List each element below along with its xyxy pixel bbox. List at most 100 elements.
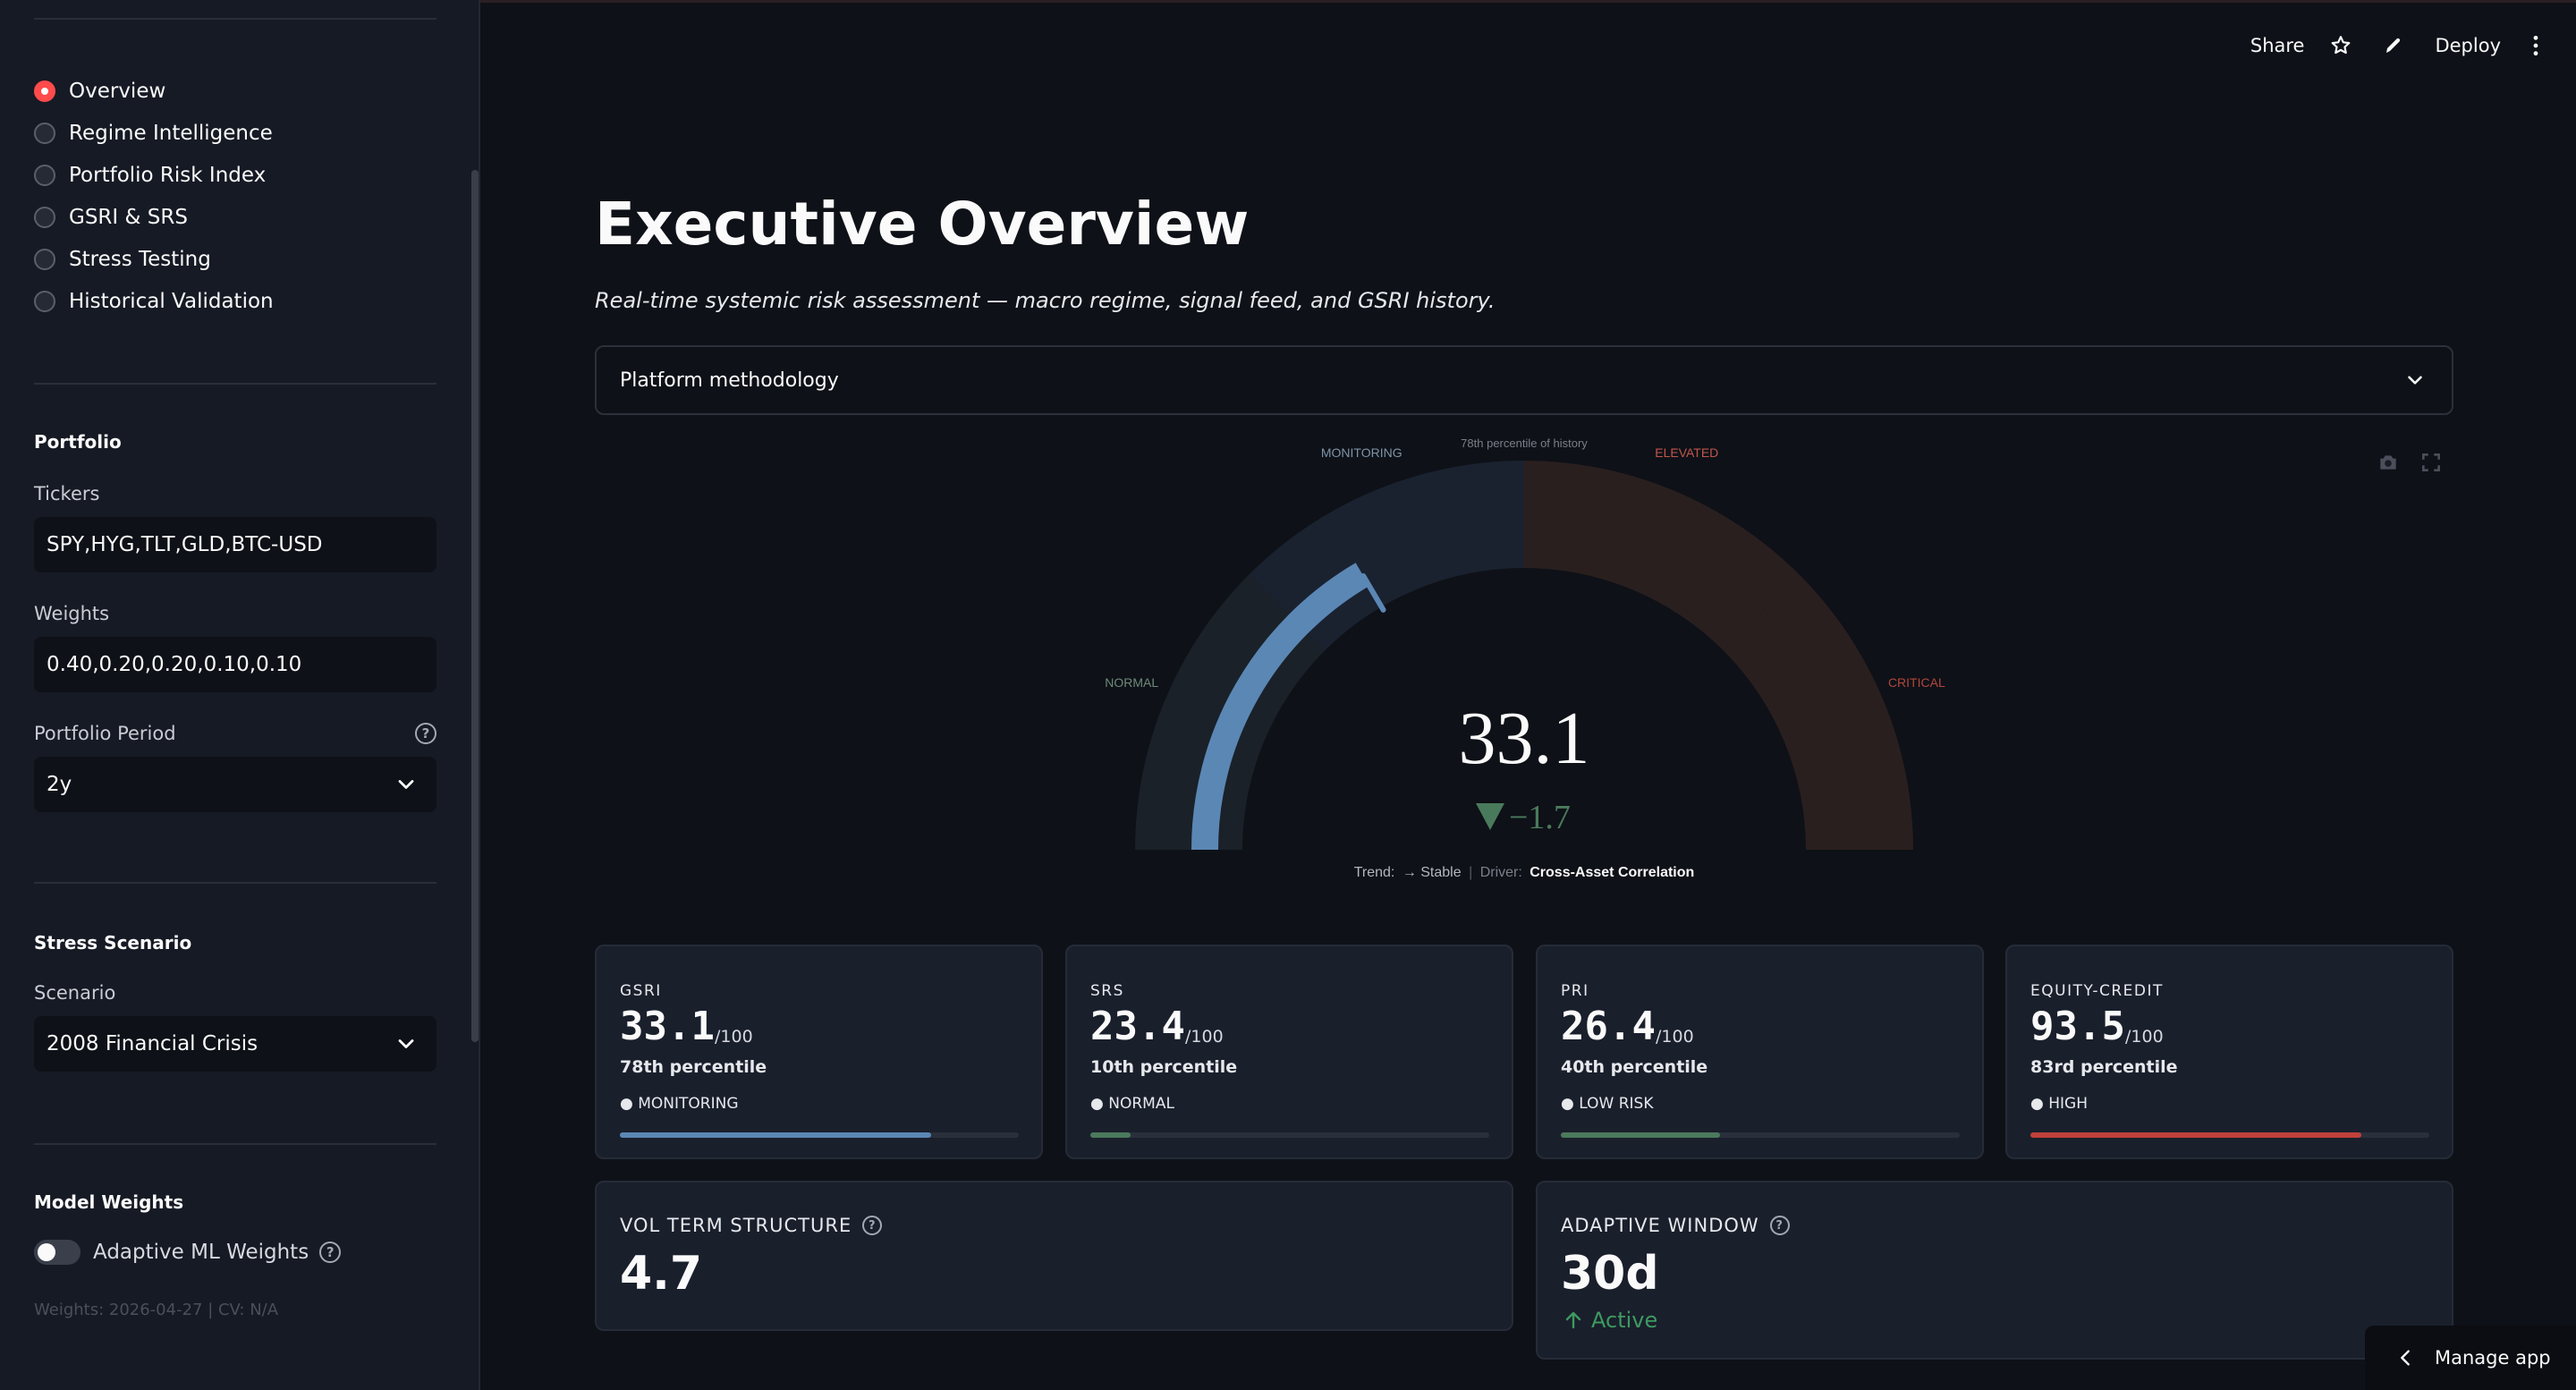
help-icon[interactable]: ?: [415, 723, 436, 744]
metric-max: /100: [1185, 1027, 1224, 1047]
sidebar-scrollbar[interactable]: [471, 170, 479, 1042]
star-icon: [2332, 36, 2351, 55]
metric-label: GSRI: [620, 982, 662, 1000]
metric-percentile: 40th percentile: [1561, 1057, 1708, 1077]
nav-item-portfolio-risk-index[interactable]: Portfolio Risk Index: [34, 154, 274, 196]
scenario-label: Scenario: [34, 982, 116, 1004]
metric-value: 26.4: [1561, 1004, 1656, 1049]
weights-note: Weights: 2026-04-27 | CV: N/A: [34, 1301, 279, 1319]
gauge-zone-label: ELEVATED: [1655, 445, 1718, 460]
metric-progress-track: [620, 1132, 1019, 1138]
gauge-svg: NORMAL MONITORING ELEVATED CRITICAL 78th pe…: [1105, 436, 1945, 880]
gauge-zone-label: NORMAL: [1105, 675, 1158, 690]
top-accent-line: [0, 0, 2576, 3]
star-button[interactable]: [2329, 34, 2352, 57]
chart-toolbar: [2377, 451, 2443, 474]
scenario-select[interactable]: 2008 Financial Crisis: [34, 1016, 436, 1072]
metric-card-pri: PRI 26.4 /100 40th percentile ● LOW RISK: [1536, 945, 1984, 1159]
trend-label: Trend:: [1354, 865, 1395, 880]
nav-item-label: Regime Intelligence: [69, 121, 273, 145]
gauge-value-text: 33.1: [1459, 697, 1590, 780]
adaptive-ml-toggle-label: Adaptive ML Weights: [93, 1241, 309, 1264]
metric-delta-text: Active: [1591, 1308, 1658, 1333]
share-button[interactable]: Share: [2250, 35, 2305, 56]
metric-value: 30d: [1561, 1247, 1659, 1301]
page-title: Executive Overview: [595, 190, 1250, 259]
metric-card-srs: SRS 23.4 /100 10th percentile ● NORMAL: [1065, 945, 1513, 1159]
driver-label: Driver:: [1480, 865, 1522, 880]
help-icon[interactable]: ?: [319, 1242, 342, 1263]
help-icon[interactable]: ?: [1769, 1216, 1790, 1235]
radio-unselected-icon: [34, 122, 55, 144]
radio-unselected-icon: [34, 290, 55, 312]
nav-item-regime-intelligence[interactable]: Regime Intelligence: [34, 112, 274, 154]
chevron-left-icon: [2401, 1350, 2410, 1366]
camera-icon[interactable]: [2377, 451, 2400, 474]
metric-delta: Active: [1563, 1308, 1657, 1333]
weights-input-value: 0.40,0.20,0.20,0.10,0.10: [47, 653, 302, 676]
methodology-expander[interactable]: Platform methodology: [595, 345, 2453, 415]
portfolio-period-label: Portfolio Period: [34, 723, 176, 744]
weights-input[interactable]: 0.40,0.20,0.20,0.10,0.10: [34, 637, 436, 692]
metric-label: EQUITY-CREDIT: [2030, 982, 2164, 1000]
tickers-input-value: SPY,HYG,TLT,GLD,BTC-USD: [47, 533, 323, 556]
page-nav-radio-group: Overview Regime Intelligence Portfolio R…: [34, 70, 274, 322]
stress-scenario-heading: Stress Scenario: [34, 932, 192, 954]
metric-percentile: 83rd percentile: [2030, 1057, 2178, 1077]
main-menu-button[interactable]: [2531, 34, 2540, 57]
metric-card-gsri: GSRI 33.1 /100 78th percentile ● MONITOR…: [595, 945, 1043, 1159]
fullscreen-icon[interactable]: [2419, 451, 2443, 474]
nav-item-label: GSRI & SRS: [69, 205, 188, 229]
pencil-icon: [2386, 38, 2401, 53]
metric-label-row: ADAPTIVE WINDOW ?: [1561, 1215, 1790, 1236]
metric-max: /100: [715, 1027, 753, 1047]
gauge-threshold-marker: [1360, 572, 1386, 613]
driver-value: Cross-Asset Correlation: [1530, 865, 1694, 880]
metric-status: ● MONITORING: [620, 1095, 739, 1113]
help-icon[interactable]: ?: [862, 1216, 883, 1235]
portfolio-heading: Portfolio: [34, 431, 122, 453]
metric-progress-fill: [2030, 1132, 2362, 1138]
deploy-button[interactable]: Deploy: [2435, 35, 2501, 56]
portfolio-period-value: 2y: [47, 773, 72, 796]
metric-percentile: 78th percentile: [620, 1057, 767, 1077]
metric-value: 23.4: [1090, 1004, 1185, 1049]
metric-card-equity-credit: EQUITY-CREDIT 93.5 /100 83rd percentile …: [2005, 945, 2453, 1159]
adaptive-ml-toggle-row: Adaptive ML Weights ?: [34, 1240, 342, 1265]
metric-progress-fill: [1561, 1132, 1721, 1138]
nav-item-gsri-srs[interactable]: GSRI & SRS: [34, 196, 274, 238]
tickers-input[interactable]: SPY,HYG,TLT,GLD,BTC-USD: [34, 517, 436, 572]
gsri-gauge-chart: NORMAL MONITORING ELEVATED CRITICAL 78th pe…: [595, 428, 2453, 893]
adaptive-ml-toggle[interactable]: [34, 1240, 80, 1265]
nav-item-stress-testing[interactable]: Stress Testing: [34, 238, 274, 280]
sidebar-divider: [34, 18, 436, 20]
model-weights-heading: Model Weights: [34, 1191, 184, 1213]
radio-unselected-icon: [34, 248, 55, 270]
metric-label: PRI: [1561, 982, 1589, 1000]
manage-app-button[interactable]: Manage app: [2365, 1326, 2576, 1390]
metric-max: /100: [1656, 1027, 1694, 1047]
metric-progress-track: [1561, 1132, 1960, 1138]
sidebar-divider: [34, 882, 436, 884]
edit-button[interactable]: [2383, 35, 2404, 56]
nav-item-label: Portfolio Risk Index: [69, 163, 267, 187]
sidebar-divider: [34, 383, 436, 385]
metric-label-row: VOL TERM STRUCTURE ?: [620, 1215, 883, 1236]
more-vertical-icon: [2533, 35, 2538, 56]
trend-value: → Stable: [1402, 865, 1462, 880]
nav-item-historical-validation[interactable]: Historical Validation: [34, 280, 274, 322]
metric-value: 33.1: [620, 1004, 715, 1049]
metric-label: VOL TERM STRUCTURE: [620, 1215, 852, 1236]
nav-item-overview[interactable]: Overview: [34, 70, 274, 112]
tickers-label: Tickers: [34, 483, 100, 504]
arrow-up-icon: [1565, 1311, 1581, 1329]
scenario-value: 2008 Financial Crisis: [47, 1032, 258, 1055]
metric-percentile: 10th percentile: [1090, 1057, 1238, 1077]
metric-progress-track: [1090, 1132, 1489, 1138]
gauge-footer: Trend: → Stable | Driver: Cross-Asset Co…: [1354, 865, 1695, 880]
metric-progress-track: [2030, 1132, 2429, 1138]
chevron-down-icon: [398, 1039, 414, 1048]
metric-status: ● NORMAL: [1090, 1095, 1174, 1113]
portfolio-period-select[interactable]: 2y: [34, 757, 436, 812]
vol-term-structure-card: VOL TERM STRUCTURE ? 4.7: [595, 1181, 1513, 1331]
